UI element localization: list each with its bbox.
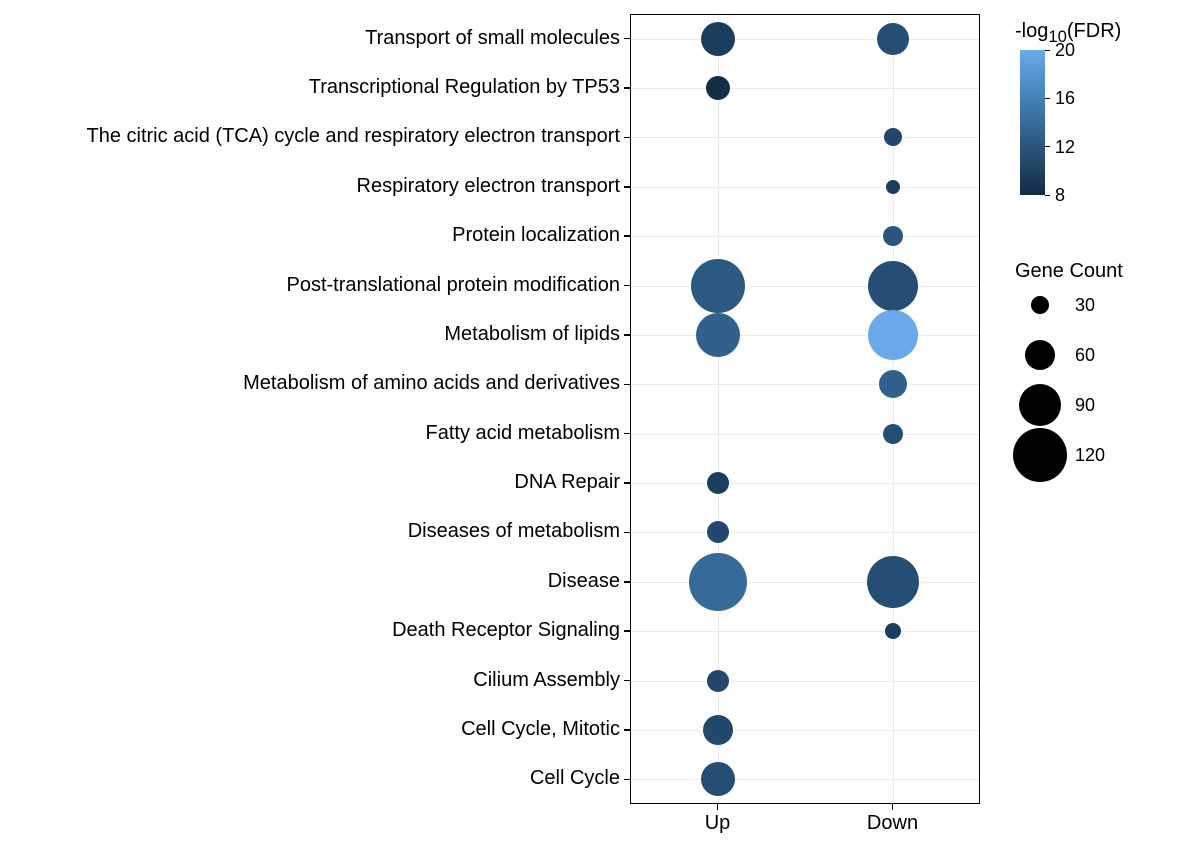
y-tick	[624, 38, 630, 40]
gridline-horizontal	[631, 187, 979, 188]
colorbar-tick	[1045, 195, 1050, 196]
bubble-point	[701, 22, 735, 56]
y-axis-label: Transcriptional Regulation by TP53	[309, 76, 620, 99]
chart-container: Transport of small molecules Transcriptio…	[0, 0, 1200, 853]
y-tick	[624, 87, 630, 89]
y-axis-label: The citric acid (TCA) cycle and respirat…	[86, 125, 620, 148]
gridline-horizontal	[631, 88, 979, 89]
bubble-point	[884, 128, 902, 146]
bubble-point	[703, 715, 733, 745]
y-tick	[624, 532, 630, 534]
colorbar-tick-label: 8	[1055, 185, 1065, 206]
y-axis-label: Cell Cycle, Mitotic	[461, 718, 620, 741]
y-tick	[624, 137, 630, 139]
bubble-point	[879, 370, 907, 398]
y-tick	[624, 680, 630, 682]
size-legend-dot	[1019, 384, 1061, 426]
gridline-horizontal	[631, 384, 979, 385]
y-tick	[624, 779, 630, 781]
bubble-point	[707, 670, 729, 692]
y-axis-label: Protein localization	[452, 224, 620, 247]
y-axis-label: Metabolism of amino acids and derivative…	[243, 372, 620, 395]
size-legend-dot	[1025, 340, 1055, 370]
y-axis-label: Diseases of metabolism	[408, 520, 620, 543]
colorbar-tick-label: 20	[1055, 40, 1075, 61]
colorbar-tick	[1045, 98, 1050, 99]
y-tick	[624, 581, 630, 583]
color-legend-bar	[1020, 50, 1045, 195]
bubble-point	[707, 472, 729, 494]
gridline-horizontal	[631, 582, 979, 583]
y-tick	[624, 384, 630, 386]
size-legend-label: 90	[1075, 395, 1095, 416]
y-tick	[624, 630, 630, 632]
y-axis-label: Fatty acid metabolism	[425, 422, 620, 445]
x-axis-label: Up	[705, 812, 731, 835]
bubble-point	[868, 261, 918, 311]
gridline-horizontal	[631, 434, 979, 435]
bubble-point	[868, 310, 918, 360]
x-axis-label: Down	[867, 812, 918, 835]
size-legend-label: 60	[1075, 345, 1095, 366]
gridline-horizontal	[631, 681, 979, 682]
gridline-horizontal	[631, 286, 979, 287]
y-axis-label: Cilium Assembly	[473, 669, 620, 692]
gridline-horizontal	[631, 236, 979, 237]
y-axis-label: Death Receptor Signaling	[392, 619, 620, 642]
x-tick	[892, 804, 894, 810]
size-legend-title: Gene Count	[1015, 260, 1123, 283]
y-axis-label: Respiratory electron transport	[357, 175, 620, 198]
y-tick	[624, 482, 630, 484]
colorbar-tick	[1045, 146, 1050, 147]
y-tick	[624, 285, 630, 287]
colorbar-tick	[1045, 50, 1050, 51]
colorbar-tick-label: 16	[1055, 88, 1075, 109]
y-tick	[624, 334, 630, 336]
bubble-point	[883, 424, 903, 444]
colorbar-tick-label: 12	[1055, 137, 1075, 158]
gridline-horizontal	[631, 335, 979, 336]
bubble-point	[701, 762, 735, 796]
y-axis-label: DNA Repair	[514, 471, 620, 494]
bubble-point	[886, 180, 900, 194]
gridline-horizontal	[631, 137, 979, 138]
bubble-point	[877, 23, 909, 55]
bubble-point	[867, 556, 919, 608]
y-tick	[624, 186, 630, 188]
size-legend-label: 30	[1075, 295, 1095, 316]
gridline-horizontal	[631, 730, 979, 731]
size-legend-dot	[1013, 428, 1067, 482]
y-axis-label: Cell Cycle	[530, 767, 620, 790]
bubble-point	[696, 313, 740, 357]
y-tick	[624, 729, 630, 731]
bubble-point	[885, 623, 901, 639]
y-axis-label: Disease	[548, 570, 620, 593]
bubble-point	[707, 521, 729, 543]
y-tick	[624, 433, 630, 435]
gridline-horizontal	[631, 39, 979, 40]
size-legend-label: 120	[1075, 445, 1105, 466]
gridline-horizontal	[631, 483, 979, 484]
bubble-point	[691, 259, 745, 313]
y-axis-label: Transport of small molecules	[365, 27, 620, 50]
y-axis-label: Post-translational protein modification	[286, 274, 620, 297]
gridline-horizontal	[631, 779, 979, 780]
x-tick	[717, 804, 719, 810]
bubble-point	[689, 553, 747, 611]
gridline-horizontal	[631, 532, 979, 533]
bubble-point	[883, 226, 903, 246]
y-axis-label: Metabolism of lipids	[444, 323, 620, 346]
plot-area	[630, 14, 980, 804]
bubble-point	[706, 76, 730, 100]
y-tick	[624, 235, 630, 237]
gridline-horizontal	[631, 631, 979, 632]
size-legend-dot	[1031, 296, 1049, 314]
